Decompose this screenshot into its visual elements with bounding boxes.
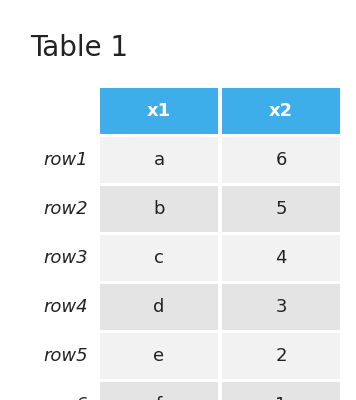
Text: a: a	[153, 151, 164, 169]
Text: f: f	[156, 396, 162, 400]
Text: 5: 5	[275, 200, 287, 218]
Text: row2: row2	[43, 200, 88, 218]
FancyBboxPatch shape	[100, 137, 218, 183]
Text: row1: row1	[43, 151, 88, 169]
Text: 4: 4	[275, 249, 287, 267]
Text: row6: row6	[43, 396, 88, 400]
Text: Table 1: Table 1	[30, 34, 128, 62]
Text: row5: row5	[43, 347, 88, 365]
FancyBboxPatch shape	[100, 333, 218, 379]
Text: row3: row3	[43, 249, 88, 267]
FancyBboxPatch shape	[100, 186, 218, 232]
Text: 1: 1	[275, 396, 287, 400]
Text: row4: row4	[43, 298, 88, 316]
Text: x1: x1	[147, 102, 171, 120]
FancyBboxPatch shape	[222, 284, 340, 330]
FancyBboxPatch shape	[100, 382, 218, 400]
FancyBboxPatch shape	[222, 333, 340, 379]
Text: e: e	[153, 347, 164, 365]
FancyBboxPatch shape	[222, 382, 340, 400]
FancyBboxPatch shape	[222, 88, 340, 134]
FancyBboxPatch shape	[100, 284, 218, 330]
Text: x2: x2	[269, 102, 293, 120]
Text: 3: 3	[275, 298, 287, 316]
Text: c: c	[154, 249, 164, 267]
Text: b: b	[153, 200, 165, 218]
FancyBboxPatch shape	[100, 88, 218, 134]
FancyBboxPatch shape	[222, 137, 340, 183]
FancyBboxPatch shape	[222, 235, 340, 281]
Text: d: d	[153, 298, 165, 316]
Text: 2: 2	[275, 347, 287, 365]
FancyBboxPatch shape	[222, 186, 340, 232]
Text: 6: 6	[275, 151, 287, 169]
FancyBboxPatch shape	[100, 235, 218, 281]
